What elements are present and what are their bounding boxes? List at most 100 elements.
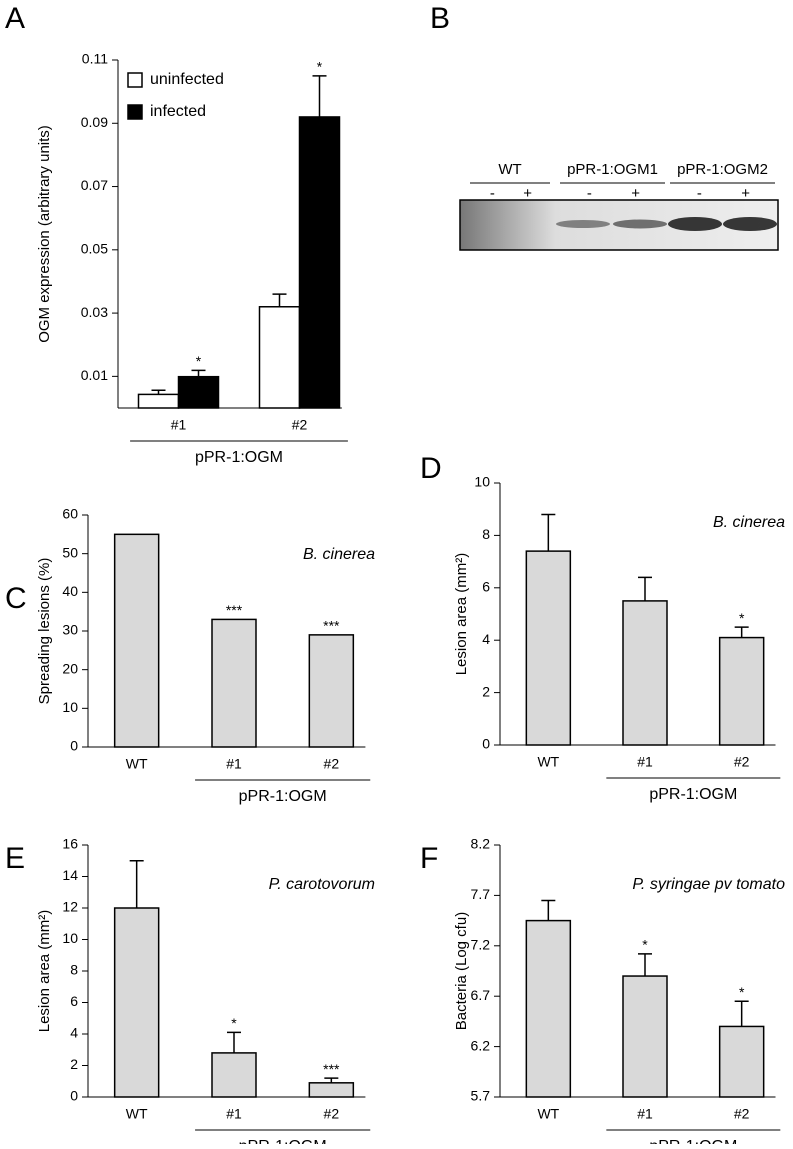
blot-band <box>556 220 610 228</box>
x-tick-label: #2 <box>324 1106 340 1122</box>
x-tick-label: #1 <box>637 754 653 770</box>
bar <box>308 1082 355 1098</box>
treatment-label: + <box>523 185 532 202</box>
y-tick-label: 8 <box>70 962 78 978</box>
lane-label: WT <box>498 161 521 178</box>
blot-band <box>668 217 722 231</box>
panel-letter: C <box>5 582 27 615</box>
y-tick-label: 30 <box>62 622 78 638</box>
x-tick-label: #2 <box>292 417 308 433</box>
y-tick-label: 7.2 <box>471 937 491 953</box>
significance-label: *** <box>226 602 243 618</box>
error-bar <box>541 513 556 552</box>
annotation: B. cinerea <box>713 514 785 531</box>
significance-label: * <box>317 59 323 75</box>
significance-label: * <box>739 984 745 1000</box>
legend-label: infected <box>150 103 206 120</box>
blot-band <box>613 219 667 229</box>
y-tick-label: 20 <box>62 660 78 676</box>
bar <box>137 393 180 409</box>
bar <box>211 618 257 748</box>
error-bar <box>272 293 287 307</box>
error-bar <box>638 953 652 977</box>
bar <box>718 636 765 746</box>
bar <box>622 600 668 746</box>
bar <box>113 907 160 1098</box>
y-tick-label: 0.11 <box>82 51 108 67</box>
legend-label: uninfected <box>150 71 224 88</box>
x-tick-label: WT <box>537 1106 559 1122</box>
x-tick-label: WT <box>126 1106 148 1122</box>
y-tick-label: 8 <box>482 526 490 542</box>
treatment-label: - <box>697 185 702 202</box>
lane-label: pPR-1:OGM2 <box>677 161 768 178</box>
y-tick-label: 0.09 <box>81 114 108 130</box>
annotation: B. cinerea <box>303 546 375 563</box>
bar <box>211 1052 257 1098</box>
y-tick-label: 0.03 <box>81 304 108 320</box>
annotation: P. carotovorum <box>269 876 375 893</box>
group-label: pPR-1:OGM <box>649 1138 737 1144</box>
legend-swatch <box>127 104 143 120</box>
y-axis-label: Spreading lesions (%) <box>36 558 53 705</box>
y-tick-label: 4 <box>70 1025 78 1041</box>
significance-label: * <box>196 353 202 369</box>
y-tick-label: 0.07 <box>81 177 108 193</box>
bar <box>525 919 572 1098</box>
panel-letter: B <box>430 2 450 35</box>
y-axis-label: OGM expression (arbitrary units) <box>36 125 53 343</box>
legend-swatch <box>127 72 143 88</box>
significance-label: *** <box>323 618 340 634</box>
treatment-label: - <box>587 185 592 202</box>
bar <box>177 375 220 409</box>
bar <box>298 116 341 409</box>
error-bar <box>227 1031 241 1053</box>
y-tick-label: 0 <box>70 1088 78 1104</box>
y-tick-label: 0.01 <box>81 367 108 383</box>
y-tick-label: 10 <box>62 930 78 946</box>
error-bar <box>541 899 556 921</box>
y-tick-label: 2 <box>70 1056 78 1072</box>
error-bar <box>638 576 652 601</box>
blot-band <box>723 217 777 231</box>
lane-label: pPR-1:OGM1 <box>567 161 658 178</box>
treatment-label: + <box>631 185 640 202</box>
y-tick-label: 8.2 <box>471 836 491 852</box>
group-label: pPR-1:OGM <box>239 1138 327 1144</box>
y-tick-label: 40 <box>62 583 78 599</box>
y-tick-label: 6 <box>70 993 78 1009</box>
x-tick-label: #1 <box>226 1106 242 1122</box>
y-tick-label: 14 <box>62 867 78 883</box>
bar <box>525 550 572 746</box>
panel-letter: F <box>420 842 438 875</box>
x-tick-label: WT <box>126 756 148 772</box>
y-axis-label: Lesion area (mm²) <box>36 910 53 1033</box>
error-bar <box>151 389 166 395</box>
x-tick-label: #2 <box>324 756 340 772</box>
treatment-label: + <box>741 185 750 202</box>
significance-label: * <box>739 610 745 626</box>
bar <box>113 533 160 748</box>
y-tick-label: 16 <box>62 836 78 852</box>
y-tick-label: 4 <box>482 631 490 647</box>
treatment-label: - <box>490 185 495 202</box>
y-tick-label: 50 <box>62 544 78 560</box>
y-tick-label: 10 <box>474 474 490 490</box>
y-tick-label: 12 <box>62 899 78 915</box>
y-tick-label: 10 <box>62 699 78 715</box>
group-label: pPR-1:OGM <box>195 449 283 466</box>
y-tick-label: 5.7 <box>471 1088 491 1104</box>
x-tick-label: WT <box>537 754 559 770</box>
x-tick-label: #2 <box>734 754 750 770</box>
error-bar <box>312 75 327 117</box>
significance-label: *** <box>323 1061 340 1077</box>
error-bar <box>734 626 749 638</box>
annotation: P. syringae pv tomato <box>632 876 785 893</box>
y-tick-label: 2 <box>482 683 490 699</box>
y-tick-label: 0 <box>70 738 78 754</box>
x-tick-label: #1 <box>171 417 187 433</box>
error-bar <box>191 369 206 377</box>
error-bar <box>734 1000 749 1027</box>
bar <box>718 1025 765 1098</box>
